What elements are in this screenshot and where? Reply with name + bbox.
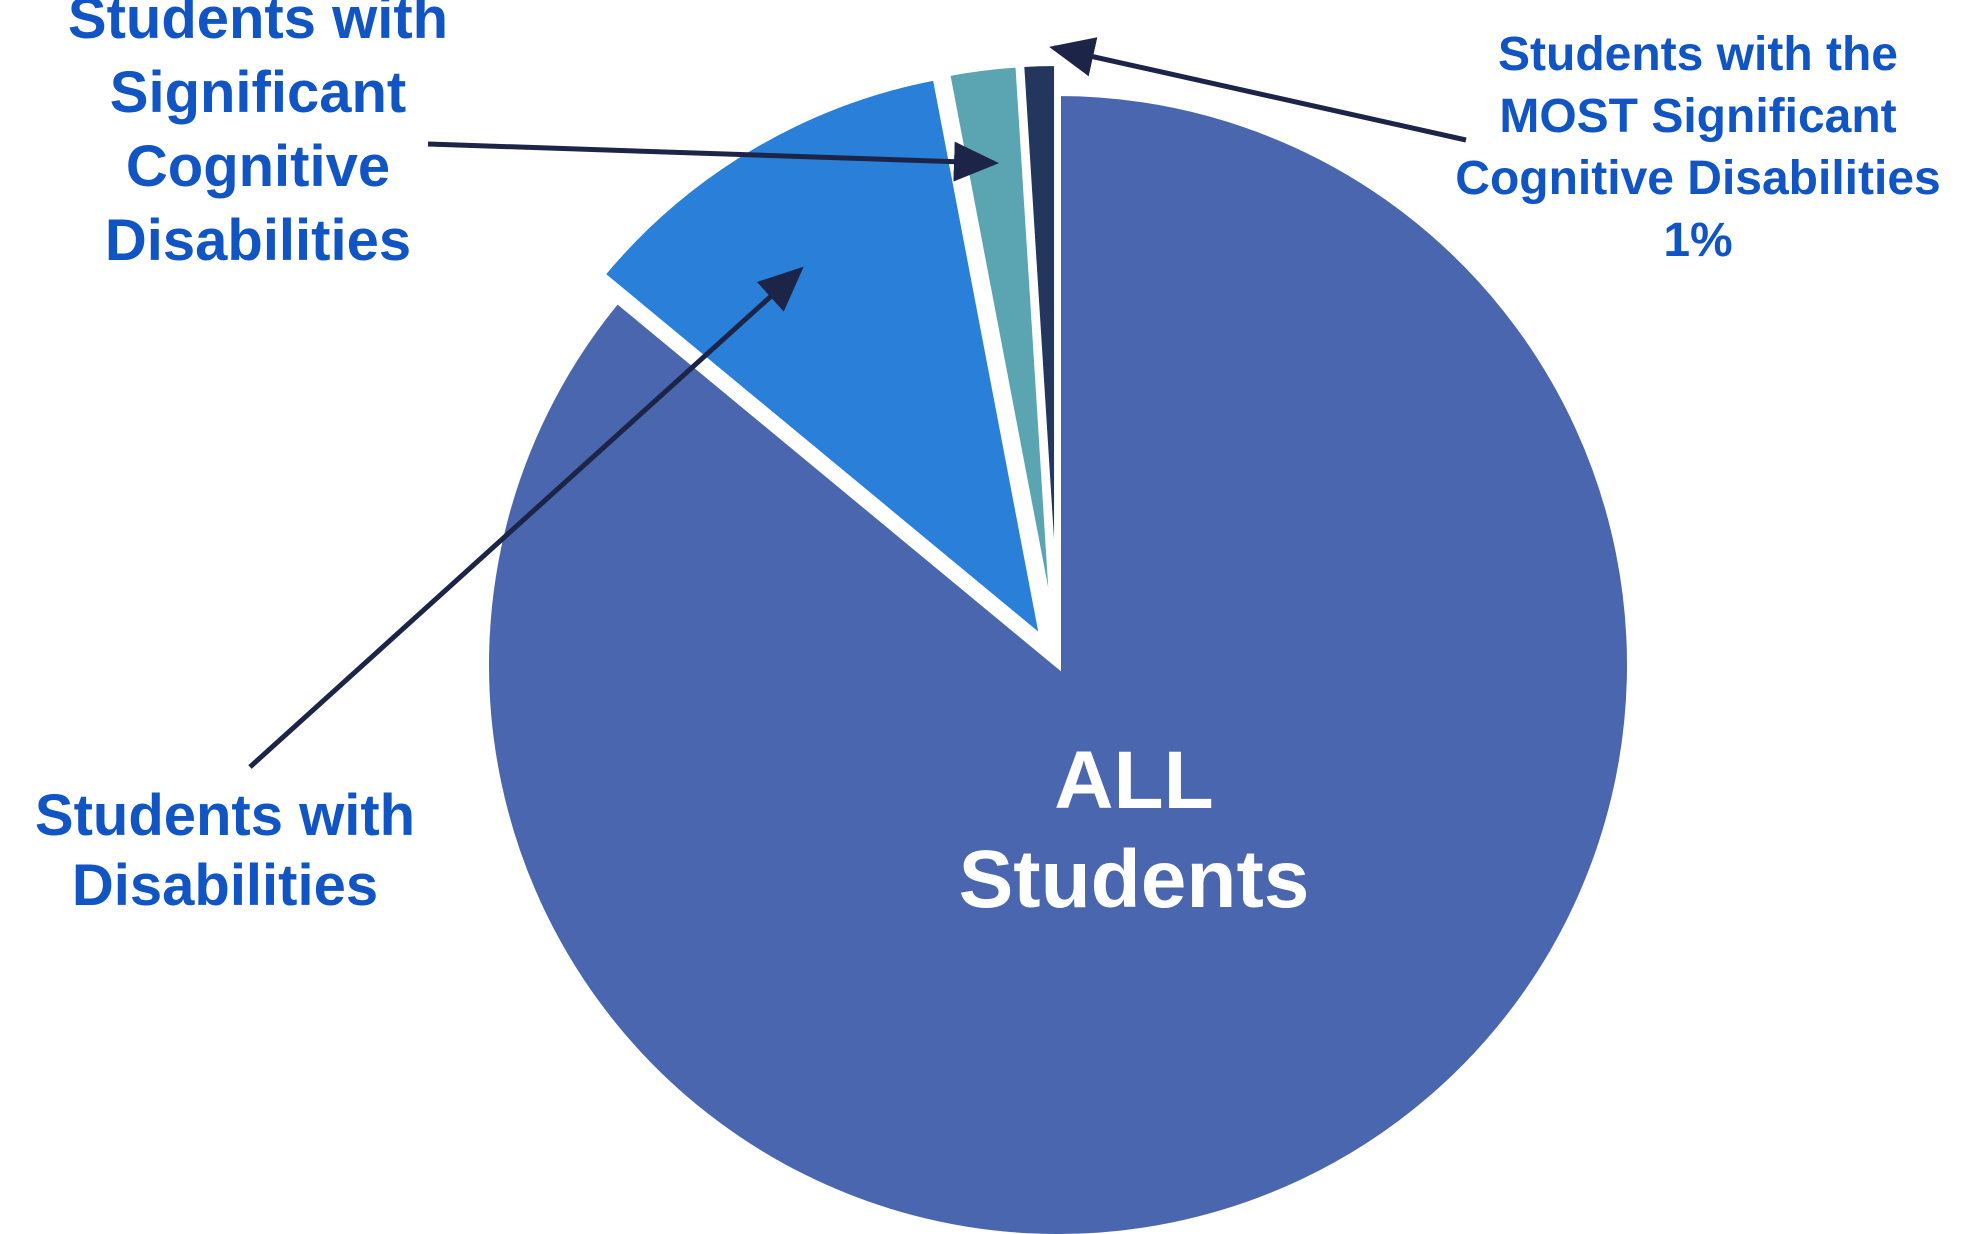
callout-arrow xyxy=(427,141,999,182)
callout-arrow xyxy=(248,266,804,769)
label-line: Students with the xyxy=(1498,28,1898,81)
label-line: ALL xyxy=(1054,735,1213,826)
label-line: Students with xyxy=(68,0,448,51)
label-line: Cognitive Disabilities xyxy=(1455,152,1940,205)
label-most-significant-cognitive: Students with the MOST Significant Cogniti… xyxy=(1455,28,1940,267)
slice-students-with-disabilities xyxy=(597,73,1048,647)
label-line: Cognitive xyxy=(126,134,390,199)
label-line: Students xyxy=(959,834,1310,925)
label-significant-cognitive: Students with Significant Cognitive Disabil… xyxy=(68,0,448,273)
label-line: Disabilities xyxy=(105,208,411,273)
slice-all-students xyxy=(483,89,1633,1234)
label-all-students: ALL Students xyxy=(959,735,1310,925)
label-line: MOST Significant xyxy=(1499,90,1896,143)
callout-arrow xyxy=(1049,37,1467,143)
label-line: Students with xyxy=(35,783,415,848)
label-line: Significant xyxy=(110,60,406,125)
label-students-with-disabilities: Students with Disabilities xyxy=(35,783,415,918)
label-line: Disabilities xyxy=(72,853,378,918)
label-line: 1% xyxy=(1663,214,1732,267)
